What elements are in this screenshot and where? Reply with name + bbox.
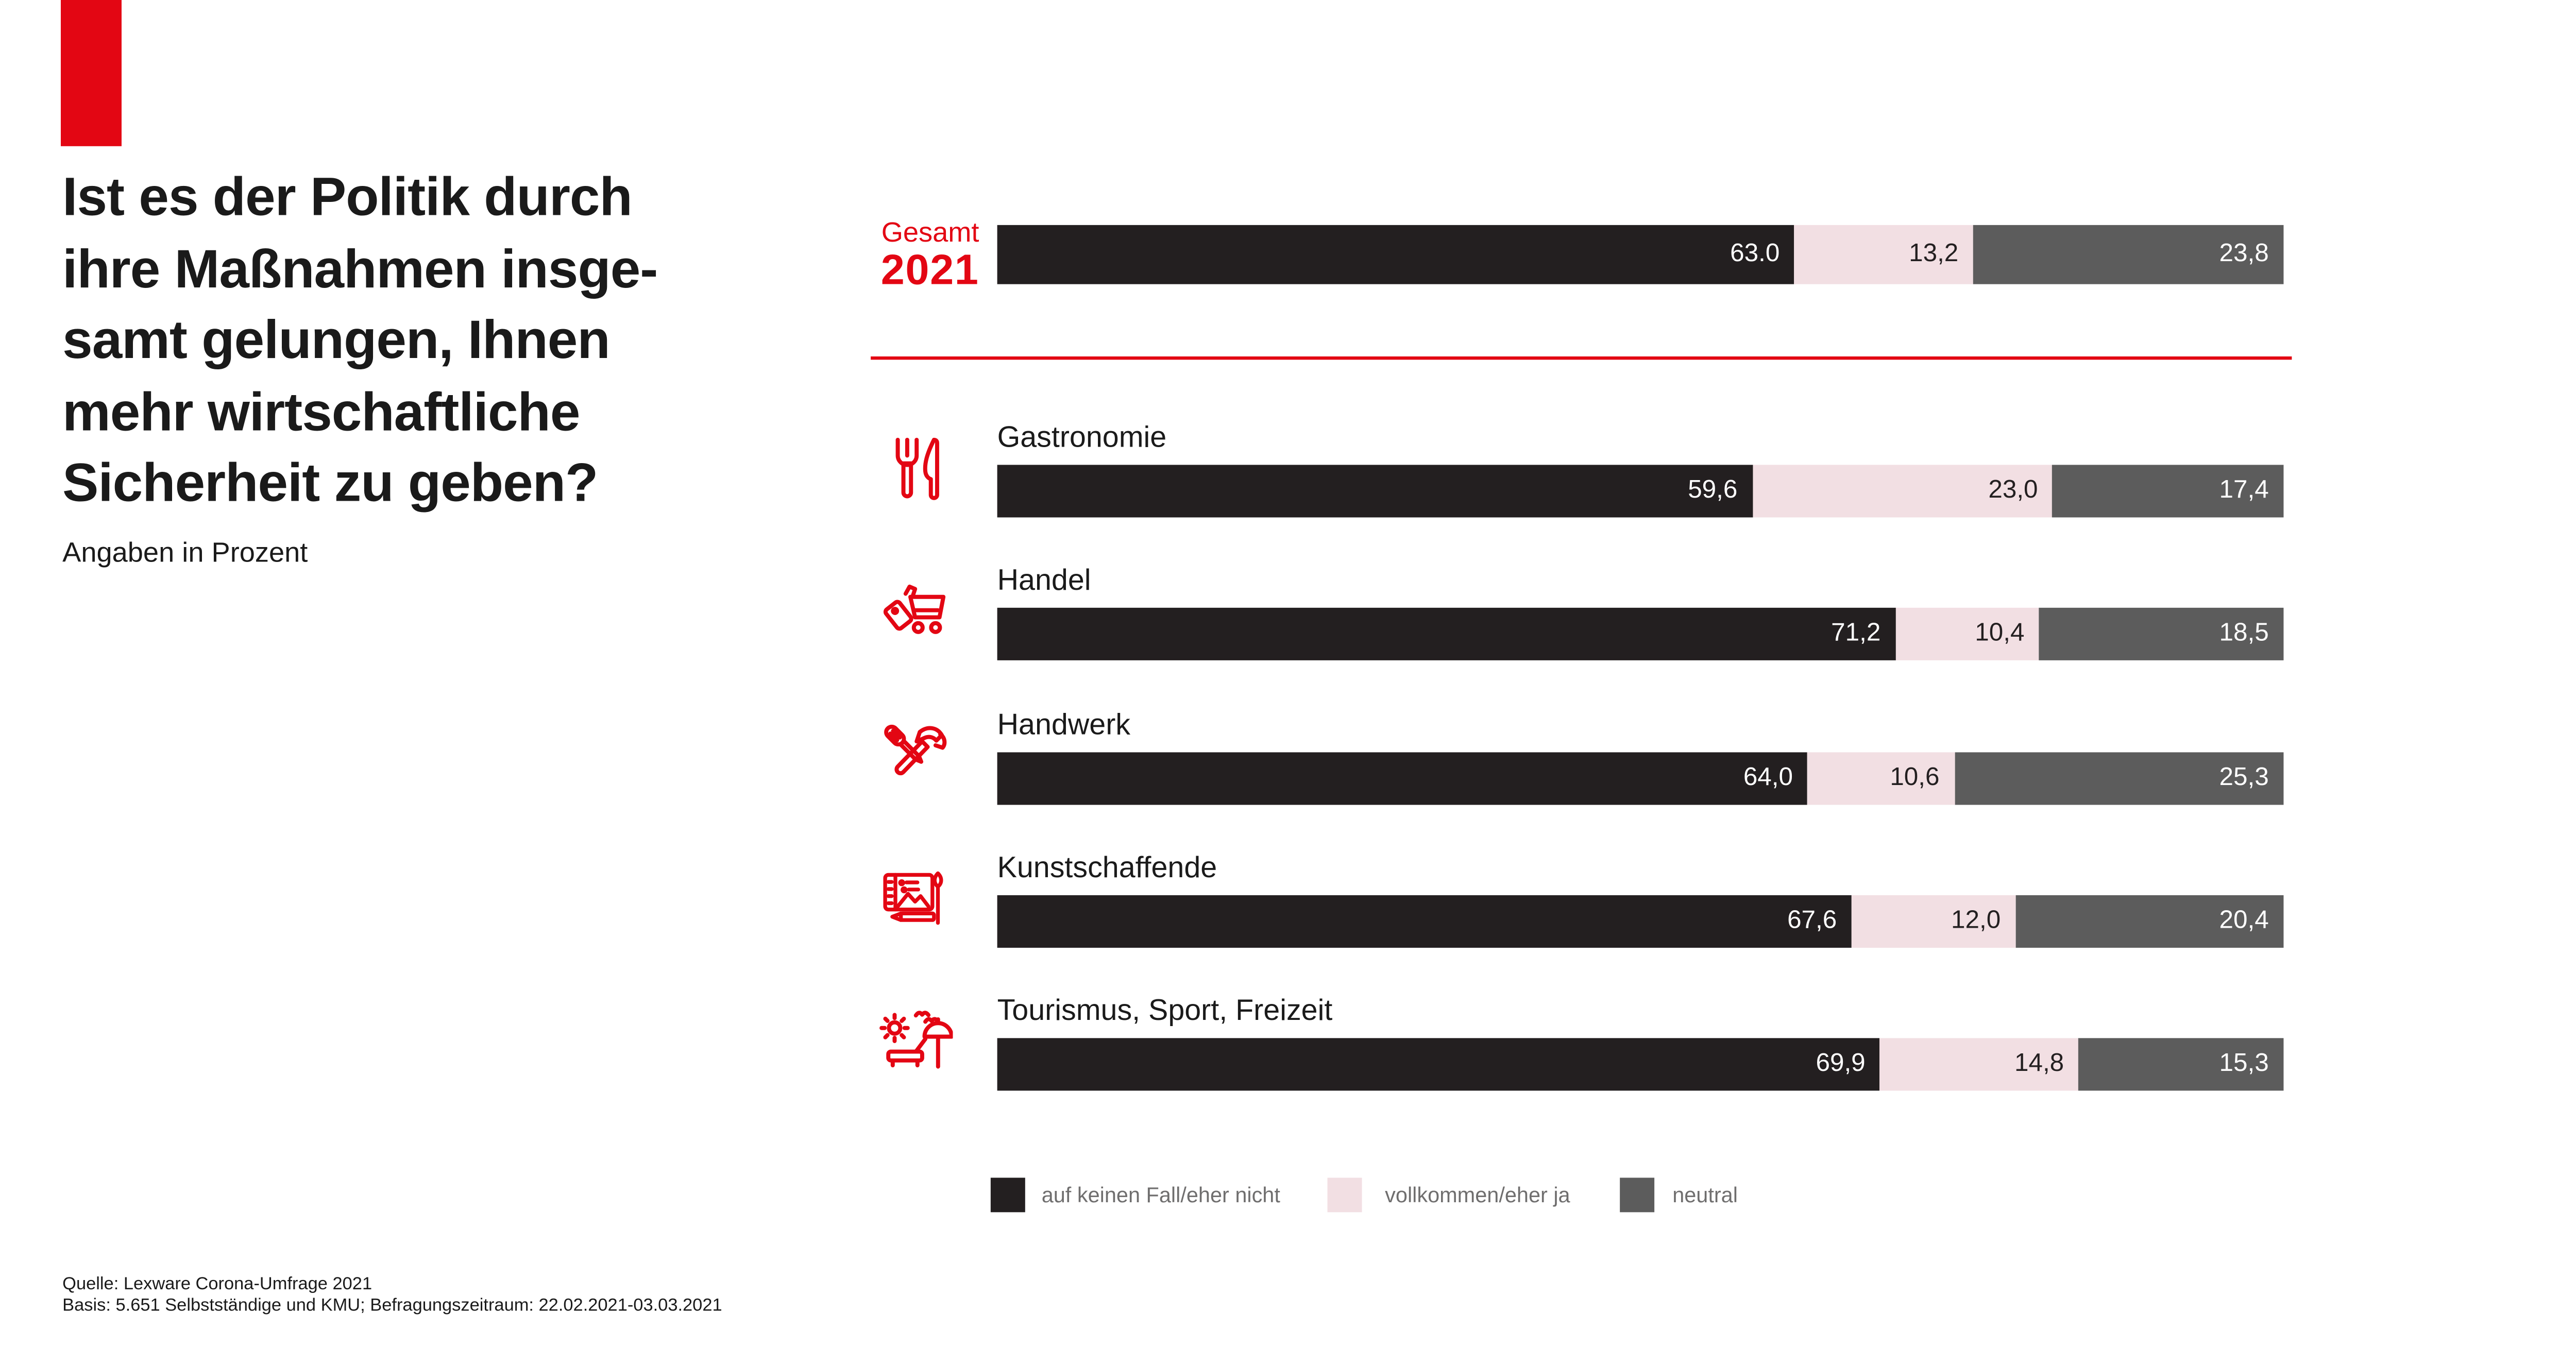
shopping-cart-tag-icon xyxy=(877,573,953,649)
category-stacked-bar: 67,6 12,0 20,4 xyxy=(997,895,2284,948)
segment-value: 64,0 xyxy=(1743,763,1793,792)
brand-red-mark xyxy=(60,0,122,146)
legend-swatch-pink xyxy=(1327,1178,1362,1213)
segment-value: 18,5 xyxy=(2219,619,2269,647)
red-divider-line xyxy=(871,356,2292,360)
bar-segment-negative: 69,9 xyxy=(997,1038,1880,1091)
segment-value: 23,8 xyxy=(2219,240,2269,268)
bar-segment-positive: 23,0 xyxy=(1752,465,2053,518)
total-label-year: 2021 xyxy=(880,245,979,294)
category-label: Kunstschaffende xyxy=(997,850,1217,884)
segment-value: 14,8 xyxy=(2014,1049,2064,1078)
category-stacked-bar: 71,2 10,4 18,5 xyxy=(997,607,2284,660)
bar-segment-positive: 13,2 xyxy=(1794,225,1973,284)
total-stacked-bar: 63.0 13,2 23,8 xyxy=(997,225,2284,284)
segment-value: 25,3 xyxy=(2219,763,2269,792)
page-title: Ist es der Politik durch ihre Maßnahmen … xyxy=(62,166,658,513)
bar-segment-negative: 59,6 xyxy=(997,465,1753,518)
bar-segment-neutral: 23,8 xyxy=(1973,225,2284,284)
segment-value: 59,6 xyxy=(1688,476,1738,504)
bar-segment-negative: 63.0 xyxy=(997,225,1795,284)
bar-segment-positive: 10,6 xyxy=(1807,752,1955,805)
segment-value: 17,4 xyxy=(2219,476,2269,504)
legend-item-neutral: neutral xyxy=(1620,1178,1738,1213)
segment-value: 15,3 xyxy=(2219,1049,2269,1078)
segment-value: 13,2 xyxy=(1909,240,1959,268)
bar-segment-positive: 14,8 xyxy=(1880,1038,2079,1091)
category-label: Gastronomie xyxy=(997,420,1167,454)
legend-item-negative: auf keinen Fall/eher nicht xyxy=(990,1178,1280,1213)
total-row-label: Gesamt 2021 xyxy=(789,218,979,291)
art-canvas-brush-icon xyxy=(877,861,953,936)
bar-segment-neutral: 18,5 xyxy=(2039,607,2284,660)
legend-label: neutral xyxy=(1672,1182,1738,1207)
bar-segment-positive: 12,0 xyxy=(1851,895,2015,948)
bar-segment-negative: 64,0 xyxy=(997,752,1808,805)
category-label: Handel xyxy=(997,563,1091,596)
segment-value: 67,6 xyxy=(1787,907,1837,935)
segment-value: 71,2 xyxy=(1831,619,1881,647)
footer: Quelle: Lexware Corona-Umfrage 2021 Basi… xyxy=(62,1275,722,1318)
category-label: Handwerk xyxy=(997,708,1131,741)
basis-note: Basis: 5.651 Selbstständige und KMU; Bef… xyxy=(62,1296,722,1316)
hammer-screwdriver-icon xyxy=(877,718,953,794)
category-stacked-bar: 59,6 23,0 17,4 xyxy=(997,465,2284,518)
segment-value: 10,6 xyxy=(1890,763,1940,792)
beach-parasol-icon xyxy=(877,1003,953,1079)
legend-label: vollkommen/eher ja xyxy=(1385,1182,1570,1207)
bar-segment-negative: 67,6 xyxy=(997,895,1852,948)
segment-value: 10,4 xyxy=(1975,619,2025,647)
segment-value: 20,4 xyxy=(2219,907,2269,935)
segment-value: 63.0 xyxy=(1730,240,1780,268)
segment-value: 12,0 xyxy=(1951,907,2001,935)
category-label: Tourismus, Sport, Freizeit xyxy=(997,994,1333,1027)
legend-swatch-gray xyxy=(1620,1178,1655,1213)
category-stacked-bar: 69,9 14,8 15,3 xyxy=(997,1038,2284,1091)
bar-segment-negative: 71,2 xyxy=(997,607,1896,660)
segment-value: 23,0 xyxy=(1988,476,2038,504)
bar-segment-neutral: 17,4 xyxy=(2053,465,2284,518)
legend-swatch-dark xyxy=(990,1178,1025,1213)
category-stacked-bar: 64,0 10,6 25,3 xyxy=(997,752,2284,805)
legend-item-positive: vollkommen/eher ja xyxy=(1327,1178,1570,1213)
cutlery-icon xyxy=(877,430,953,506)
bar-segment-neutral: 15,3 xyxy=(2078,1038,2284,1091)
segment-value: 69,9 xyxy=(1816,1049,1866,1078)
bar-segment-neutral: 25,3 xyxy=(1954,752,2284,805)
legend-label: auf keinen Fall/eher nicht xyxy=(1041,1182,1280,1207)
bar-segment-neutral: 20,4 xyxy=(2015,895,2284,948)
page-subtitle: Angaben in Prozent xyxy=(62,537,308,569)
bar-segment-positive: 10,4 xyxy=(1895,607,2040,660)
total-label-word: Gesamt xyxy=(881,216,979,248)
source-note: Quelle: Lexware Corona-Umfrage 2021 xyxy=(62,1274,372,1294)
